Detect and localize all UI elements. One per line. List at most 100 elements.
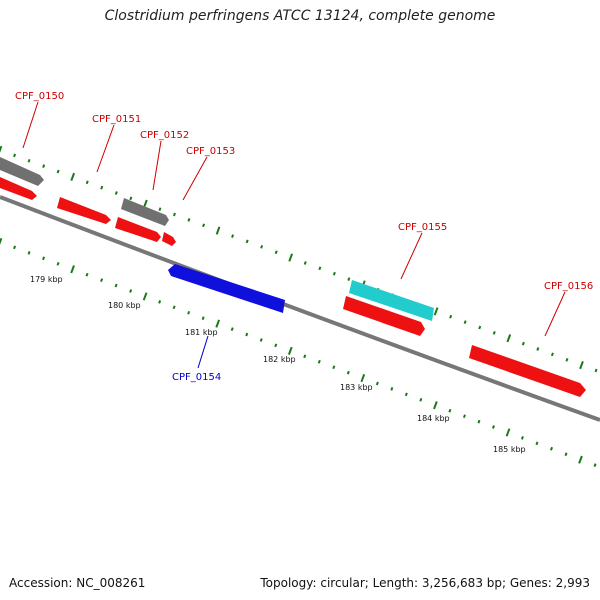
inner-scale <box>0 237 597 467</box>
inner-scale-minor-tick <box>317 359 321 364</box>
kbp-label-184: 184 kbp <box>417 414 450 423</box>
outer-scale-major-tick <box>143 199 148 208</box>
gene-label-cpf0155[interactable]: CPF_0155 <box>398 222 447 233</box>
inner-scale-minor-tick <box>375 381 379 386</box>
outer-scale-minor-tick <box>202 223 206 228</box>
inner-scale-minor-tick <box>114 283 118 288</box>
kbp-label-180: 180 kbp <box>108 301 141 310</box>
inner-scale-minor-tick <box>56 261 60 266</box>
outer-scale-major-tick <box>70 172 76 181</box>
outer-scale-minor-tick <box>231 234 235 238</box>
outer-scale-major-tick <box>288 253 294 262</box>
inner-scale-minor-tick <box>13 245 17 250</box>
inner-scale-minor-tick <box>448 408 452 413</box>
gene-label-cpf0156[interactable]: CPF_0156 <box>544 281 593 292</box>
outer-scale-minor-tick <box>478 325 482 330</box>
outer-scale-minor-tick <box>463 320 467 324</box>
gene-red-cpf0156[interactable] <box>469 345 586 397</box>
inner-scale-minor-tick <box>201 316 205 321</box>
outer-scale-minor-tick <box>245 239 249 244</box>
outer-scale-minor-tick <box>550 352 554 357</box>
outer-scale-minor-tick <box>27 158 31 163</box>
outer-scale-major-tick <box>579 361 584 370</box>
gene-label-cpf0151[interactable]: CPF_0151 <box>92 114 141 125</box>
inner-scale-minor-tick <box>274 343 278 348</box>
inner-scale-minor-tick <box>100 278 104 282</box>
inner-scale-minor-tick <box>419 397 423 402</box>
outer-scale-minor-tick <box>13 153 17 158</box>
gene-label-cpf0153[interactable]: CPF_0153 <box>186 146 235 157</box>
inner-scale-major-tick <box>360 373 366 383</box>
genome-backbone <box>0 195 600 422</box>
kbp-label-182: 182 kbp <box>263 355 296 364</box>
inner-scale-minor-tick <box>187 310 191 315</box>
outer-scale-major-tick <box>433 307 439 316</box>
inner-scale-minor-tick <box>172 305 176 310</box>
inner-scale-minor-tick <box>85 272 89 277</box>
inner-scale-minor-tick <box>230 327 234 331</box>
gene-red-left[interactable] <box>0 177 37 200</box>
gene-label-cpf0150[interactable]: CPF_0150 <box>15 91 64 102</box>
leader-lines <box>22 101 566 369</box>
outer-scale-minor-tick <box>449 314 453 319</box>
inner-scale-minor-tick <box>245 332 249 337</box>
inner-scale-minor-tick <box>549 446 554 451</box>
outer-scale-minor-tick <box>536 347 540 351</box>
map-title: Clostridium perfringens ATCC 13124, comp… <box>104 8 496 24</box>
outer-scale-minor-tick <box>172 212 176 217</box>
outer-scale-minor-tick <box>100 185 104 190</box>
outer-scale-minor-tick <box>129 196 133 201</box>
inner-scale-minor-tick <box>346 370 350 375</box>
inner-scale-minor-tick <box>593 463 597 467</box>
inner-scale-major-tick <box>70 265 75 274</box>
gene-red-cpf0151[interactable] <box>57 197 111 224</box>
inner-scale-minor-tick <box>390 387 394 391</box>
inner-scale-major-tick <box>505 428 511 437</box>
inner-scale-minor-tick <box>477 419 481 424</box>
outer-scale-minor-tick <box>56 169 60 174</box>
gene-red-cpf0152[interactable] <box>115 217 161 242</box>
outer-scale-major-tick <box>506 334 512 343</box>
outer-scale-minor-tick <box>303 261 307 265</box>
outer-scale-minor-tick <box>347 277 351 281</box>
gene-label-cpf0154[interactable]: CPF_0154 <box>172 372 221 383</box>
inner-scale-minor-tick <box>303 354 307 359</box>
gene-red-cpf0155[interactable] <box>343 296 425 336</box>
gene-blue-cpf0154[interactable] <box>168 264 285 313</box>
outer-scale-major-tick <box>0 145 3 153</box>
inner-scale-minor-tick <box>42 256 46 261</box>
outer-scale <box>0 145 598 373</box>
inner-scale-minor-tick <box>491 425 495 429</box>
outer-scale-minor-tick <box>594 368 598 373</box>
gene-gray-left[interactable] <box>0 157 44 186</box>
inner-scale-minor-tick <box>27 251 31 255</box>
gene-gray-cpf0152[interactable] <box>121 198 169 226</box>
gene-red-cpf0153[interactable] <box>162 232 176 246</box>
inner-scale-minor-tick <box>332 365 336 370</box>
outer-scale-minor-tick <box>42 164 46 168</box>
inner-scale-minor-tick <box>520 436 524 440</box>
inner-scale-minor-tick <box>564 452 568 457</box>
kbp-label-185: 185 kbp <box>493 445 526 454</box>
inner-scale-major-tick <box>433 401 438 410</box>
gene-cyan-cpf0155[interactable] <box>349 280 434 321</box>
inner-scale-minor-tick <box>259 338 263 342</box>
outer-scale-minor-tick <box>85 180 89 185</box>
outer-scale-minor-tick <box>318 266 322 271</box>
inner-scale-major-tick <box>578 455 583 464</box>
outer-scale-minor-tick <box>158 207 162 212</box>
inner-scale-minor-tick <box>158 300 162 304</box>
outer-scale-minor-tick <box>332 271 336 276</box>
outer-scale-minor-tick <box>565 357 569 362</box>
kbp-label-181: 181 kbp <box>185 328 218 337</box>
inner-scale-major-tick <box>0 237 3 245</box>
outer-scale-minor-tick <box>521 341 525 346</box>
inner-scale-minor-tick <box>535 441 539 446</box>
outer-scale-minor-tick <box>274 250 278 255</box>
gene-label-cpf0152[interactable]: CPF_0152 <box>140 130 189 141</box>
outer-scale-minor-tick <box>114 191 118 195</box>
genome-summary-text: Topology: circular; Length: 3,256,683 bp… <box>260 576 590 590</box>
inner-scale-major-tick <box>287 346 293 355</box>
kbp-label-179: 179 kbp <box>30 275 63 284</box>
